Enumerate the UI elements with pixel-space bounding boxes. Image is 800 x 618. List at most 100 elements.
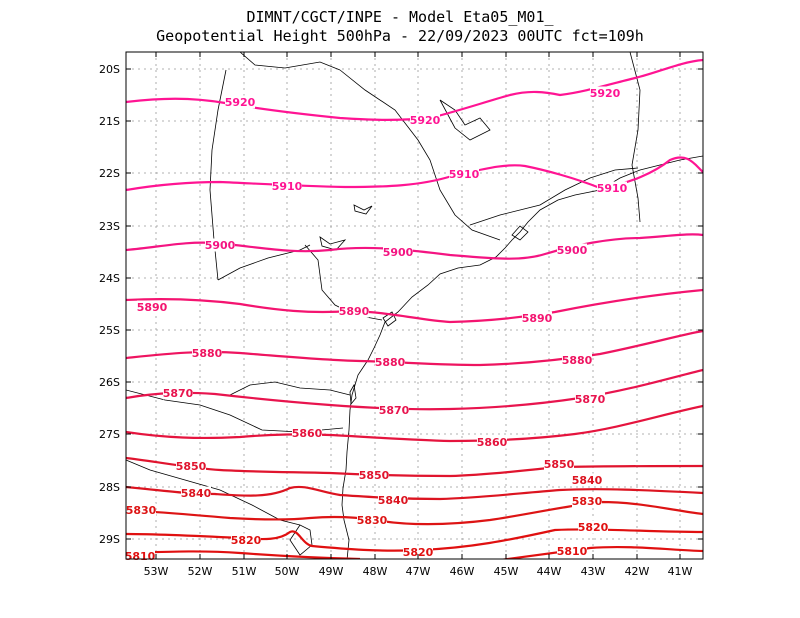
contour-label-bg [578, 520, 608, 534]
longitude-label: 41W [668, 565, 693, 578]
contour-label: 5840 [181, 487, 212, 500]
longitude-label: 50W [275, 565, 300, 578]
contour-label: 5910 [449, 168, 480, 181]
reservoir-c [439, 99, 491, 141]
contour-label: 5900 [205, 239, 236, 252]
contour-5880-line [126, 329, 703, 367]
contour-label: 5820 [403, 546, 434, 559]
contour-label: 5900 [383, 246, 414, 259]
contour-label-bg [137, 300, 167, 314]
latitude-label: 29S [99, 533, 120, 546]
contour-label: 5860 [477, 436, 508, 449]
contour-label: 5920 [590, 87, 621, 100]
contour-label-bg [572, 473, 602, 487]
contour-label: 5820 [578, 521, 609, 534]
map-title-line2: Geopotential Height 500hPa - 22/09/2023 … [156, 27, 644, 45]
lagoon-patos [289, 524, 313, 556]
contour-label-bg [375, 355, 405, 369]
contour-label: 5850 [544, 458, 575, 471]
coastline [341, 155, 703, 559]
contour-label: 5900 [557, 244, 588, 257]
contour-label: 5830 [126, 504, 157, 517]
contour-label: 5850 [176, 460, 207, 473]
latitude-label: 27S [99, 428, 120, 441]
contour-label: 5820 [231, 534, 262, 547]
contour-label: 5880 [562, 354, 593, 367]
contour-label-bg [597, 181, 627, 195]
longitude-label: 47W [406, 565, 431, 578]
axis-ticks [126, 52, 703, 559]
reservoir-b [353, 204, 373, 215]
contour-label-bg [477, 435, 507, 449]
latitude-label: 24S [99, 272, 120, 285]
contour-label: 5890 [339, 305, 370, 318]
contour-label: 5840 [572, 474, 603, 487]
map-frame-bg [126, 52, 703, 559]
contour-label-bg [205, 238, 235, 252]
contour-label-bg [181, 486, 211, 500]
contour-label-bg [272, 179, 302, 193]
contour-label: 5830 [572, 495, 603, 508]
latitude-label: 23S [99, 220, 120, 233]
contour-label: 5860 [292, 427, 323, 440]
latitude-label: 22S [99, 167, 120, 180]
contour-label-bg [163, 386, 193, 400]
longitude-label: 52W [188, 565, 213, 578]
longitude-label: 48W [363, 565, 388, 578]
longitude-label: 45W [494, 565, 519, 578]
contour-5810-line-east [499, 545, 703, 559]
contour-label: 5870 [575, 393, 606, 406]
contour-label: 5870 [163, 387, 194, 400]
latitude-label: 28S [99, 481, 120, 494]
contour-label-bg [339, 304, 369, 318]
contour-label-bg [383, 245, 413, 259]
border-sp-mg [339, 69, 501, 241]
contour-label-bg [126, 503, 156, 517]
contour-label-bg [562, 353, 592, 367]
contour-label-bg [379, 403, 409, 417]
border-ms-pr [217, 244, 311, 281]
contour-label-bg [403, 545, 433, 559]
contour-5860-line [126, 404, 703, 443]
contour-label-bg [575, 392, 605, 406]
border-pr-sc [229, 381, 351, 396]
contour-label-bg [572, 494, 602, 508]
longitude-label: 53W [144, 565, 169, 578]
contour-5810-line [126, 550, 361, 559]
contour-5890-line [126, 288, 703, 324]
contour-label: 5890 [137, 301, 168, 314]
contour-label-bg [378, 493, 408, 507]
contour-5840-line [126, 485, 703, 501]
latitude-labels: 20S 21S 22S 23S 24S 25S 26S 27S 28S 29S [99, 63, 120, 546]
contour-label: 5810 [125, 550, 156, 563]
latitude-label: 20S [99, 63, 120, 76]
longitude-label: 46W [450, 565, 475, 578]
contour-label: 5810 [557, 545, 588, 558]
contour-label: 5880 [192, 347, 223, 360]
contour-label: 5830 [357, 514, 388, 527]
contour-label-bg [449, 167, 479, 181]
latitude-label: 26S [99, 376, 120, 389]
contour-label: 5910 [597, 182, 628, 195]
contour-label-bg [590, 86, 620, 100]
contour-label-bg [522, 311, 552, 325]
contour-label: 5890 [522, 312, 553, 325]
contour-label-bg [357, 513, 387, 527]
contour-label: 5880 [375, 356, 406, 369]
contour-label-bg [192, 346, 222, 360]
border-mg-rj [469, 167, 639, 226]
contour-label: 5920 [410, 114, 441, 127]
contour-label-bg [557, 243, 587, 257]
contour-label-bg [292, 426, 322, 440]
contour-label: 5840 [378, 494, 409, 507]
longitude-label: 51W [232, 565, 257, 578]
contour-label: 5910 [272, 180, 303, 193]
longitude-label: 42W [625, 565, 650, 578]
map-frame [125, 51, 704, 560]
bay-guanabara [511, 225, 529, 241]
contour-label: 5870 [379, 404, 410, 417]
longitude-label: 44W [537, 565, 562, 578]
contour-label: 5850 [359, 469, 390, 482]
contour-labels: 5920 5920 5920 5910 5910 5910 5900 5900 5900 5890… [125, 86, 628, 563]
